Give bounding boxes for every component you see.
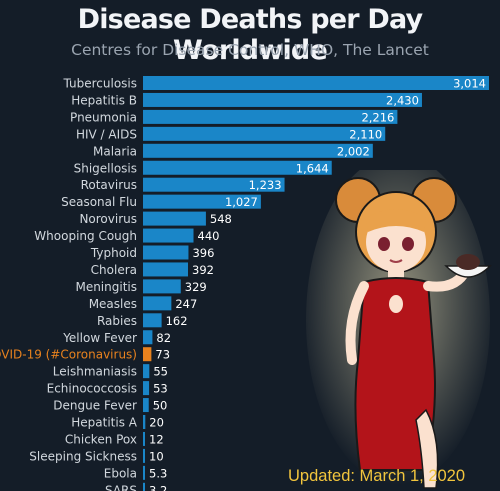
category-label: Typhoid [90,246,137,260]
value-label: 55 [153,365,168,379]
category-label: Measles [89,297,137,311]
category-label: HIV / AIDS [76,127,137,141]
bar [143,482,145,491]
bar [143,398,149,413]
category-label: SARS [105,483,137,491]
category-label: Hepatitis A [71,416,138,430]
bar [143,313,162,328]
category-label: Seasonal Flu [61,195,137,209]
value-label: 329 [185,280,207,294]
category-label: Rabies [97,314,137,328]
value-label: 2,430 [386,93,419,107]
value-label: 10 [149,449,164,463]
chart-title: Disease Deaths per Day Worldwide [77,4,424,66]
bar [143,177,285,192]
bar [143,245,189,260]
value-label: 2,110 [349,127,382,141]
value-label: 82 [156,331,171,345]
value-label: 392 [192,263,214,277]
value-label: 3,014 [453,77,486,91]
value-label: 440 [198,229,220,243]
category-label: Echinococcosis [47,382,137,396]
value-label: 396 [192,246,214,260]
category-label: Norovirus [79,212,137,226]
bar [143,194,261,209]
bar [143,228,194,243]
bar [143,465,145,480]
category-label: Hepatitis B [71,93,137,107]
bar [143,143,373,158]
value-label: 53 [153,382,168,396]
category-label: Chicken Pox [65,432,137,446]
category-label: COVID-19 (#Coronavirus) [0,348,137,362]
bar [143,415,146,429]
value-label: 12 [149,432,164,446]
value-label: 1,027 [225,195,258,209]
bar [143,109,398,124]
category-label: Whooping Cough [34,229,137,243]
bar [143,262,189,277]
category-label: Sleeping Sickness [29,449,137,463]
bar [143,76,489,90]
value-label: 1,233 [249,178,282,192]
category-label: Rotavirus [81,178,137,192]
character-illustration [306,170,492,489]
bar [143,364,150,379]
category-label: Meningitis [75,280,137,294]
value-label: 73 [155,348,170,362]
bar [143,330,153,345]
value-label: 162 [166,314,188,328]
bar [143,211,206,226]
bar [143,296,172,311]
value-label: 2,002 [337,144,370,158]
category-label: Pneumonia [70,110,137,124]
category-label: Tuberculosis [63,77,138,91]
value-label: 5.3 [149,466,167,480]
category-label: Shigellosis [74,161,137,175]
category-label: Leishmaniasis [53,365,137,379]
value-label: 247 [175,297,197,311]
category-label: Dengue Fever [53,399,137,413]
bar [143,431,145,446]
value-label: 1,644 [296,161,329,175]
bar [143,160,332,175]
value-label: 2,216 [361,110,394,124]
value-label: 548 [210,212,232,226]
value-label: 3.2 [149,483,167,491]
bar [143,92,422,107]
bar [143,347,152,362]
bar [143,279,181,294]
value-label: 50 [153,399,168,413]
category-label: Malaria [93,144,137,158]
chart-subtitle: Centres for Disease Control, WHO, The La… [71,41,429,59]
value-label: 20 [149,416,164,430]
bar [143,448,145,463]
updated-date: Updated: March 1, 2020 [288,467,466,485]
bar [143,126,386,141]
bar [143,381,150,396]
category-label: Yellow Fever [62,331,137,345]
category-label: Ebola [104,466,137,480]
category-label: Cholera [91,263,137,277]
